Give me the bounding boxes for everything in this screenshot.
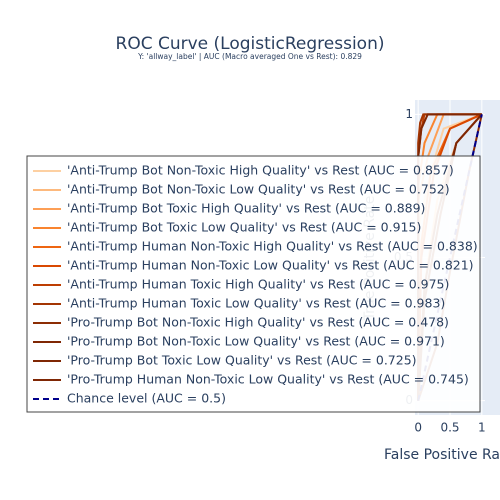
legend-label: Chance level (AUC = 0.5) [67,391,226,406]
legend-label: 'Anti-Trump Bot Toxic Low Quality' vs Re… [67,220,421,235]
x-tick-label: 1 [478,421,486,435]
legend-label: 'Pro-Trump Bot Non-Toxic High Quality' v… [67,315,449,330]
legend-label: 'Anti-Trump Human Non-Toxic Low Quality'… [67,258,474,273]
y-tick-label: 1 [405,107,413,121]
legend: 'Anti-Trump Bot Non-Toxic High Quality' … [26,155,481,413]
x-tick-label: 0 [414,421,422,435]
legend-label: 'Pro-Trump Human Non-Toxic Low Quality' … [67,372,469,387]
x-axis-label: False Positive Rate [384,447,500,463]
legend-label: 'Anti-Trump Bot Non-Toxic Low Quality' v… [67,182,450,197]
legend-label: 'Pro-Trump Bot Non-Toxic Low Quality' vs… [67,334,445,349]
x-tick-label: 0.5 [440,421,459,435]
chart-subtitle: Y: 'allway_label' | AUC (Macro averaged … [137,52,362,61]
legend-label: 'Anti-Trump Bot Toxic High Quality' vs R… [67,201,425,216]
legend-label: 'Anti-Trump Human Toxic Low Quality' vs … [67,296,445,311]
legend-label: 'Anti-Trump Bot Non-Toxic High Quality' … [67,163,454,178]
legend-label: 'Anti-Trump Human Non-Toxic High Quality… [67,239,478,254]
legend-label: 'Anti-Trump Human Toxic High Quality' vs… [67,277,449,292]
chart-title: ROC Curve (LogisticRegression) [116,34,385,54]
legend-label: 'Pro-Trump Bot Toxic Low Quality' vs Res… [67,353,417,368]
legend-box [26,155,481,413]
